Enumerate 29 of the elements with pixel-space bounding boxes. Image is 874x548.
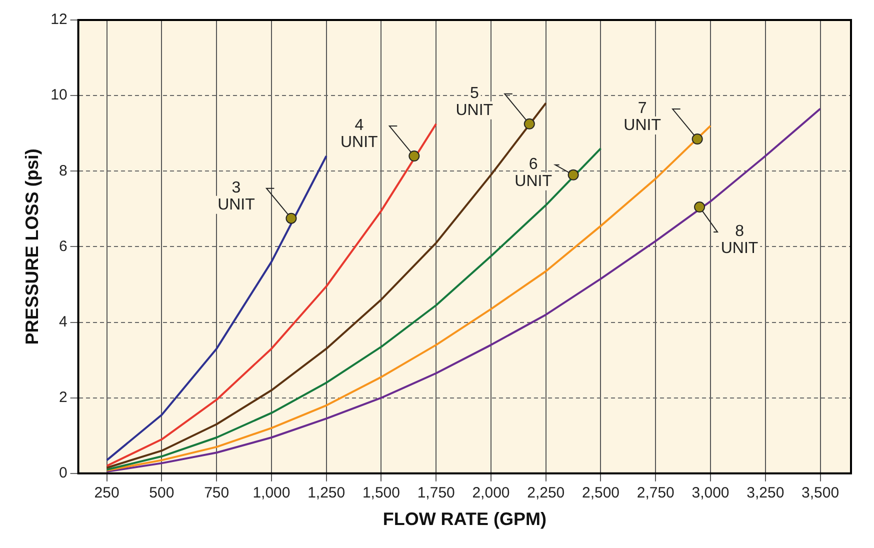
y-tick-label: 10 bbox=[50, 86, 68, 104]
x-tick-label: 2,250 bbox=[527, 484, 565, 502]
x-tick-label: 3,000 bbox=[692, 484, 730, 502]
x-axis-title: FLOW RATE (GPM) bbox=[382, 509, 546, 530]
x-tick-label: 3,250 bbox=[746, 484, 784, 502]
x-tick-label: 250 bbox=[94, 484, 120, 502]
annotation: 4 UNIT bbox=[340, 116, 378, 151]
y-tick-label: 4 bbox=[58, 313, 68, 330]
x-tick-label: 1,750 bbox=[417, 484, 455, 502]
annotation: 6 UNIT bbox=[514, 156, 552, 190]
annotation: 8 UNIT bbox=[720, 222, 758, 257]
x-tick-label: 1,000 bbox=[252, 484, 290, 502]
x-tick-label: 3,500 bbox=[801, 484, 840, 502]
x-tick-label: 500 bbox=[149, 484, 174, 502]
x-tick-label: 750 bbox=[204, 484, 230, 502]
annotation: 3 UNIT bbox=[218, 179, 256, 214]
x-tick-label: 2,500 bbox=[582, 484, 620, 502]
y-tick-label: 2 bbox=[58, 388, 68, 406]
y-tick-label: 6 bbox=[58, 238, 68, 255]
x-tick-label: 2,750 bbox=[636, 484, 674, 502]
annotation: 7 UNIT bbox=[624, 100, 662, 134]
y-axis-title: PRESSURE LOSS (psi) bbox=[22, 148, 42, 345]
x-tick-label: 1,500 bbox=[362, 484, 400, 502]
y-tick-label: 8 bbox=[58, 162, 68, 180]
annotation: 5 UNIT bbox=[456, 84, 494, 119]
x-tick-label: 2,000 bbox=[472, 484, 510, 502]
y-tick-label: 12 bbox=[50, 11, 68, 28]
y-tick-label: 0 bbox=[58, 464, 68, 482]
x-tick-label: 1,250 bbox=[308, 484, 346, 502]
